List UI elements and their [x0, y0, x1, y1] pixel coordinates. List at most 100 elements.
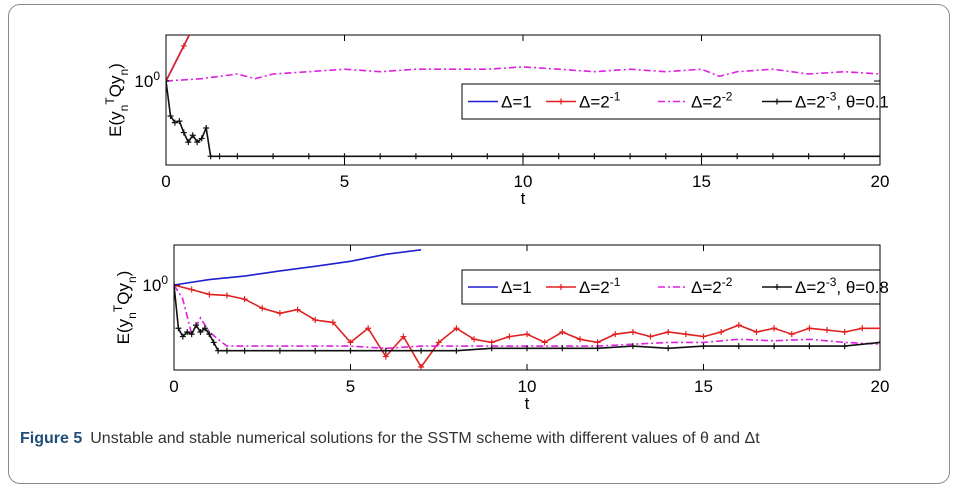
series-marker — [329, 319, 336, 326]
series-marker — [735, 322, 742, 329]
series-marker — [241, 296, 248, 303]
series-marker — [647, 333, 654, 340]
series-marker — [188, 331, 195, 338]
series-marker — [180, 129, 187, 136]
series-marker — [418, 347, 425, 354]
series-marker — [735, 343, 742, 350]
series-marker — [206, 331, 213, 338]
legend-box — [461, 269, 881, 305]
series-marker — [203, 125, 210, 131]
legend-label: Δ=2-1 — [579, 275, 621, 297]
series-marker — [698, 153, 705, 160]
x-tick-label: 15 — [694, 377, 713, 396]
x-tick-label: 5 — [346, 377, 355, 396]
x-axis-label: t — [521, 189, 526, 208]
legend-marker — [558, 98, 564, 105]
legend-marker — [774, 98, 780, 105]
legend-theta: , θ=0.8 — [836, 278, 888, 297]
series-marker — [216, 153, 223, 160]
series-marker — [341, 153, 348, 160]
x-tick-label: 15 — [692, 172, 711, 191]
series-marker — [294, 306, 301, 313]
series-marker — [312, 347, 319, 354]
series-marker — [841, 329, 848, 335]
series-marker — [270, 153, 277, 160]
series-marker — [176, 118, 183, 125]
series-marker — [806, 325, 813, 332]
series-marker — [435, 339, 442, 346]
series-marker — [347, 347, 354, 354]
series-marker — [347, 339, 354, 346]
series-marker — [877, 153, 880, 160]
series-marker — [194, 139, 201, 146]
series-marker — [665, 345, 672, 352]
legend-label: Δ=1 — [501, 93, 532, 112]
figure-caption: Figure 5 Unstable and stable numerical so… — [20, 430, 940, 448]
series-marker — [488, 339, 495, 346]
series-marker — [824, 327, 831, 334]
series-marker — [662, 153, 669, 160]
series-marker — [627, 153, 634, 160]
series-marker — [453, 325, 460, 332]
series-marker — [180, 42, 187, 49]
series-marker — [591, 8, 597, 14]
series-marker — [520, 17, 526, 23]
series-marker — [612, 331, 619, 338]
series-marker — [559, 329, 566, 335]
series-marker — [753, 329, 760, 335]
x-tick-label: 10 — [518, 377, 537, 396]
series-marker — [718, 329, 725, 335]
series-marker — [771, 343, 778, 350]
series-marker — [198, 135, 205, 142]
series-marker — [524, 331, 530, 338]
y-tick-label: 100 — [142, 273, 168, 295]
series-marker — [188, 286, 195, 293]
series-marker — [471, 336, 478, 343]
series-marker — [769, 153, 776, 160]
series-marker — [594, 345, 601, 352]
series-line — [174, 284, 880, 350]
series-marker — [448, 153, 455, 160]
series-marker — [167, 113, 174, 120]
series-marker — [629, 343, 636, 350]
series-group — [174, 249, 880, 370]
legend-label: Δ=2-1 — [579, 90, 621, 112]
series-marker — [453, 347, 460, 354]
series-marker — [365, 325, 372, 332]
series-marker — [197, 329, 204, 335]
series-marker — [734, 153, 741, 160]
series-marker — [382, 353, 389, 360]
series-marker — [305, 153, 312, 160]
series-marker — [541, 339, 548, 346]
series-marker — [400, 333, 407, 340]
series-marker — [665, 329, 672, 335]
caption-label: Figure 5 — [20, 430, 83, 447]
series-marker — [207, 153, 214, 160]
series-marker — [166, 78, 169, 84]
legend-theta: , θ=0.1 — [836, 93, 888, 112]
series-marker — [210, 339, 217, 346]
series-line — [174, 249, 422, 286]
x-tick-label: 20 — [871, 377, 890, 396]
y-axis-label: E(ynTQyn) — [111, 271, 139, 345]
x-tick-label: 0 — [169, 377, 178, 396]
series-marker — [171, 119, 178, 126]
series-marker — [877, 339, 880, 346]
series-marker — [174, 282, 177, 288]
series-marker — [199, 8, 205, 14]
series-marker — [484, 153, 491, 160]
series-marker — [412, 153, 419, 160]
series-marker — [175, 325, 182, 332]
legend-label: Δ=2-3, θ=0.8 — [795, 275, 889, 297]
x-tick-label: 0 — [161, 172, 170, 191]
series-marker — [524, 345, 530, 352]
legend-box — [461, 83, 881, 120]
series-marker — [520, 153, 526, 160]
series-marker — [241, 347, 248, 354]
series-line — [166, 66, 880, 82]
series-marker — [859, 325, 866, 332]
series-marker — [520, 8, 526, 14]
series-group — [166, 8, 880, 160]
